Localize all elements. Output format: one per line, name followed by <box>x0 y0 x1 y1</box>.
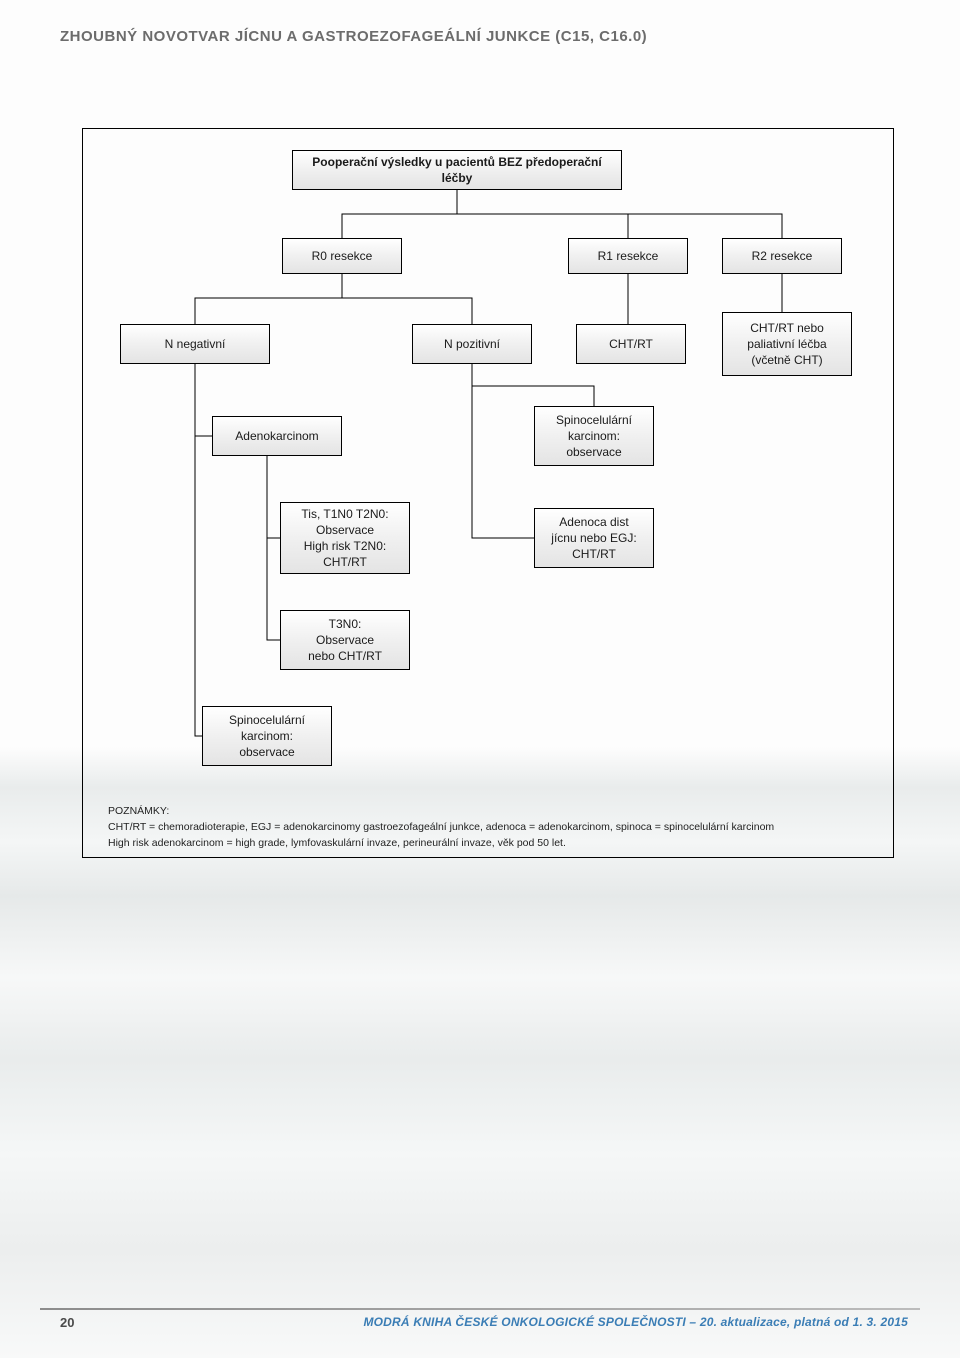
node-npos: N pozitivní <box>412 324 532 364</box>
notes-line-2: High risk adenokarcinom = high grade, ly… <box>108 836 868 852</box>
node-tis-line-0: Tis, T1N0 T2N0: <box>301 506 388 522</box>
footer-page-number: 20 <box>60 1315 74 1330</box>
node-spino_obs-line-1: karcinom: <box>568 428 620 444</box>
node-spino_obs-line-0: Spinocelulární <box>556 412 632 428</box>
node-npos-line-0: N pozitivní <box>444 336 500 352</box>
node-r1-line-0: R1 resekce <box>598 248 659 264</box>
node-spino_obs2-line-2: observace <box>239 744 294 760</box>
node-adeno-line-0: Adenokarcinom <box>235 428 318 444</box>
node-t3n0-line-2: nebo CHT/RT <box>308 648 382 664</box>
node-t3n0-line-1: Observace <box>316 632 374 648</box>
node-chtrt_pal-line-1: paliativní léčba <box>747 336 826 352</box>
node-chtrt_pal-line-0: CHT/RT nebo <box>750 320 824 336</box>
node-spino_obs2: Spinocelulárníkarcinom:observace <box>202 706 332 766</box>
node-tis-line-3: CHT/RT <box>323 554 367 570</box>
notes-label: POZNÁMKY: <box>108 804 868 820</box>
node-adeno: Adenokarcinom <box>212 416 342 456</box>
node-chtrt: CHT/RT <box>576 324 686 364</box>
node-r0: R0 resekce <box>282 238 402 274</box>
node-root: Pooperační výsledky u pacientů BEZ předo… <box>292 150 622 190</box>
node-adenoca-line-2: CHT/RT <box>572 546 616 562</box>
notes-block: POZNÁMKY: CHT/RT = chemoradioterapie, EG… <box>108 804 868 851</box>
node-tis-line-2: High risk T2N0: <box>304 538 386 554</box>
node-chtrt_pal-line-2: (včetně CHT) <box>751 352 822 368</box>
node-r1: R1 resekce <box>568 238 688 274</box>
header-title: ZHOUBNÝ NOVOTVAR JÍCNU A GASTROEZOFAGEÁL… <box>60 28 647 45</box>
node-t3n0-line-0: T3N0: <box>329 616 362 632</box>
node-t3n0: T3N0:Observacenebo CHT/RT <box>280 610 410 670</box>
node-adenoca-line-1: jícnu nebo EGJ: <box>551 530 636 546</box>
node-tis-line-1: Observace <box>316 522 374 538</box>
node-root-line-0: Pooperační výsledky u pacientů BEZ předo… <box>299 154 615 186</box>
node-spino_obs-line-2: observace <box>566 444 621 460</box>
notes-line-1: CHT/RT = chemoradioterapie, EGJ = adenok… <box>108 820 868 836</box>
node-chtrt-line-0: CHT/RT <box>609 336 653 352</box>
node-spino_obs: Spinocelulárníkarcinom:observace <box>534 406 654 466</box>
node-tis: Tis, T1N0 T2N0:ObservaceHigh risk T2N0:C… <box>280 502 410 574</box>
node-nneg-line-0: N negativní <box>165 336 226 352</box>
node-r2: R2 resekce <box>722 238 842 274</box>
node-chtrt_pal: CHT/RT nebopaliativní léčba(včetně CHT) <box>722 312 852 376</box>
footer: 20 MODRÁ KNIHA ČESKÉ ONKOLOGICKÉ SPOLEČN… <box>40 1308 920 1336</box>
node-adenoca-line-0: Adenoca dist <box>559 514 628 530</box>
page-header: ZHOUBNÝ NOVOTVAR JÍCNU A GASTROEZOFAGEÁL… <box>60 28 647 45</box>
node-nneg: N negativní <box>120 324 270 364</box>
footer-text: MODRÁ KNIHA ČESKÉ ONKOLOGICKÉ SPOLEČNOST… <box>363 1315 908 1329</box>
node-r0-line-0: R0 resekce <box>312 248 373 264</box>
node-adenoca: Adenoca distjícnu nebo EGJ:CHT/RT <box>534 508 654 568</box>
node-spino_obs2-line-1: karcinom: <box>241 728 293 744</box>
node-spino_obs2-line-0: Spinocelulární <box>229 712 305 728</box>
node-r2-line-0: R2 resekce <box>752 248 813 264</box>
